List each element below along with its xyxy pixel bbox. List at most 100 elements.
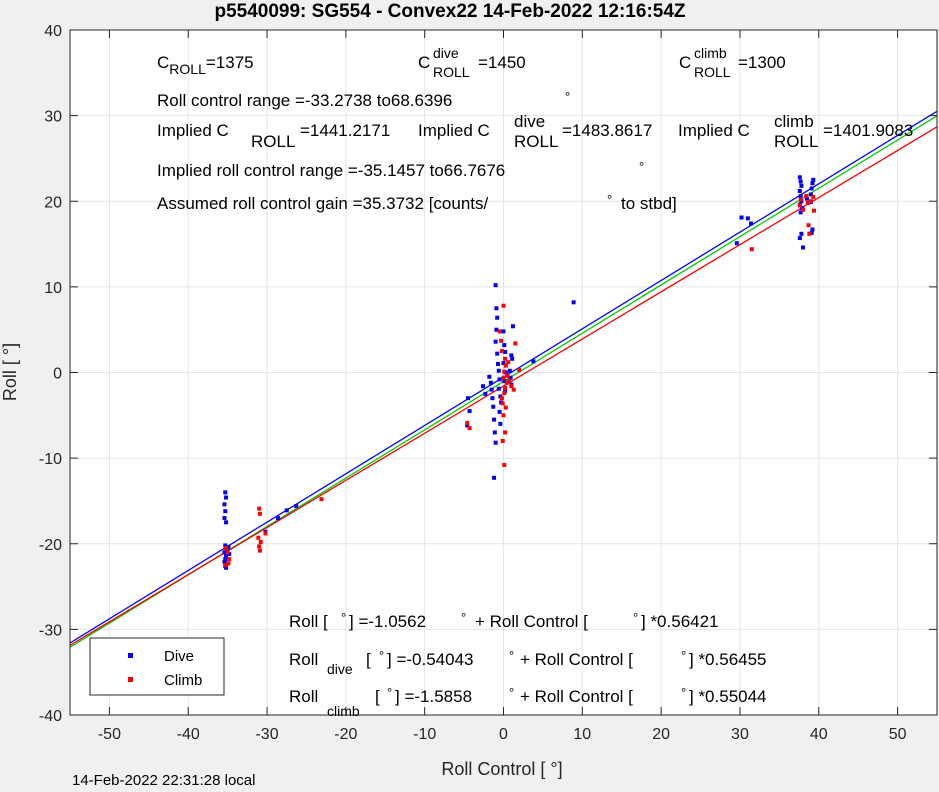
point-climb [319, 497, 324, 502]
implied-c-roll-dive-sub: ROLL [514, 132, 558, 151]
point-dive [748, 221, 753, 226]
point-dive [571, 300, 576, 305]
degree-mark-3: ° [607, 192, 612, 207]
eq-dive-end: ] *0.56455 [689, 650, 767, 669]
implied-c-roll-dive-sup: dive [514, 112, 545, 131]
point-dive [492, 417, 497, 422]
point-dive [808, 192, 813, 197]
eq-dive-deg-3: ° [681, 648, 686, 663]
point-climb [806, 223, 811, 228]
eq-climb-value: ] =-1.5858 [395, 687, 472, 706]
point-dive [798, 194, 803, 199]
point-dive [495, 361, 500, 366]
point-dive [734, 241, 739, 246]
point-climb [511, 387, 516, 392]
point-dive [739, 215, 744, 220]
y-tick-label: -40 [39, 708, 62, 725]
point-climb [499, 338, 504, 343]
legend-marker-dive [128, 653, 133, 658]
y-tick-label: -30 [39, 622, 62, 639]
eq-combined-deg-3: ° [633, 610, 638, 625]
legend-label-climb: Climb [164, 672, 202, 689]
eq-combined-deg-2: ° [461, 610, 466, 625]
point-climb [257, 506, 262, 511]
x-tick-label: 0 [499, 726, 508, 743]
point-dive [224, 553, 229, 558]
point-climb [808, 199, 813, 204]
gain-suffix: to stbd] [621, 194, 677, 213]
point-climb [224, 546, 229, 551]
point-climb [509, 384, 514, 389]
c-roll-climb-label: C [679, 53, 691, 72]
point-dive [222, 550, 227, 555]
y-tick-label: 30 [44, 109, 62, 126]
point-dive [797, 236, 802, 241]
eq-combined-prefix: Roll [ [289, 612, 328, 631]
point-climb [502, 391, 507, 396]
point-dive [508, 375, 513, 380]
point-dive [294, 504, 299, 509]
point-dive [798, 179, 803, 184]
gain-text: Assumed roll control gain =35.3732 [coun… [157, 194, 489, 213]
implied-c-roll-climb-sub: ROLL [774, 132, 818, 151]
point-dive [465, 423, 470, 428]
point-dive [481, 384, 486, 389]
point-dive [496, 368, 501, 373]
point-climb [503, 430, 508, 435]
point-dive [510, 356, 515, 361]
x-tick-label: 10 [573, 726, 591, 743]
implied-roll-control-range: Implied roll control range =-35.1457 to6… [157, 161, 505, 180]
point-dive [224, 565, 229, 570]
point-dive [507, 368, 512, 373]
point-climb [501, 413, 506, 418]
point-dive [222, 559, 227, 564]
legend: Dive Climb [89, 637, 225, 696]
point-dive [489, 387, 494, 392]
point-climb [513, 341, 518, 346]
point-dive [495, 351, 500, 356]
point-climb [257, 511, 262, 516]
chart-title: p5540099: SG554 - Convex22 14-Feb-2022 1… [214, 1, 685, 22]
point-climb [500, 439, 505, 443]
point-dive [797, 188, 802, 193]
point-climb [263, 531, 268, 536]
c-roll-climb-sup: climb [694, 45, 727, 61]
point-dive [493, 283, 498, 288]
point-dive [510, 324, 515, 329]
point-dive [496, 386, 501, 391]
y-tick-label: -20 [39, 537, 62, 554]
c-roll-climb-value: =1300 [738, 53, 786, 72]
c-roll-dive-value: =1450 [478, 53, 526, 72]
point-dive [745, 216, 750, 221]
point-climb [223, 563, 228, 568]
point-dive [494, 327, 499, 332]
point-dive [224, 495, 229, 500]
point-dive [503, 349, 508, 354]
eq-climb-prefix: Roll [289, 687, 318, 706]
x-tick-label: -20 [334, 726, 357, 743]
point-dive [799, 183, 804, 188]
point-dive [502, 343, 507, 348]
point-dive [811, 177, 816, 182]
point-climb [465, 421, 470, 426]
eq-dive-sub: dive [327, 661, 353, 677]
point-dive [810, 227, 815, 232]
point-climb [502, 462, 507, 467]
y-axis-label: Roll [ °] [0, 343, 20, 401]
c-roll-climb-sub: ROLL [694, 64, 731, 80]
legend-label-dive: Dive [164, 648, 194, 665]
x-tick-label: 30 [731, 726, 749, 743]
point-climb [227, 557, 232, 562]
legend-box [89, 637, 225, 696]
tick-labels: -50 -40 -30 -20 -10 0 10 20 30 40 50 -40 -30 -20 -10 0 1… [39, 23, 907, 743]
point-dive [223, 557, 228, 562]
roll-control-range: Roll control range =-33.2738 to68.6396 [157, 91, 452, 110]
eq-climb-mid: + Roll Control [ [520, 687, 633, 706]
point-dive [492, 475, 497, 480]
eq-climb-deg-2: ° [509, 685, 514, 700]
annotations: CROLL=1375 C dive ROLL =1450 C climb ROL… [157, 45, 913, 719]
point-dive [498, 421, 503, 426]
point-climb [256, 535, 261, 540]
point-dive [493, 339, 498, 344]
